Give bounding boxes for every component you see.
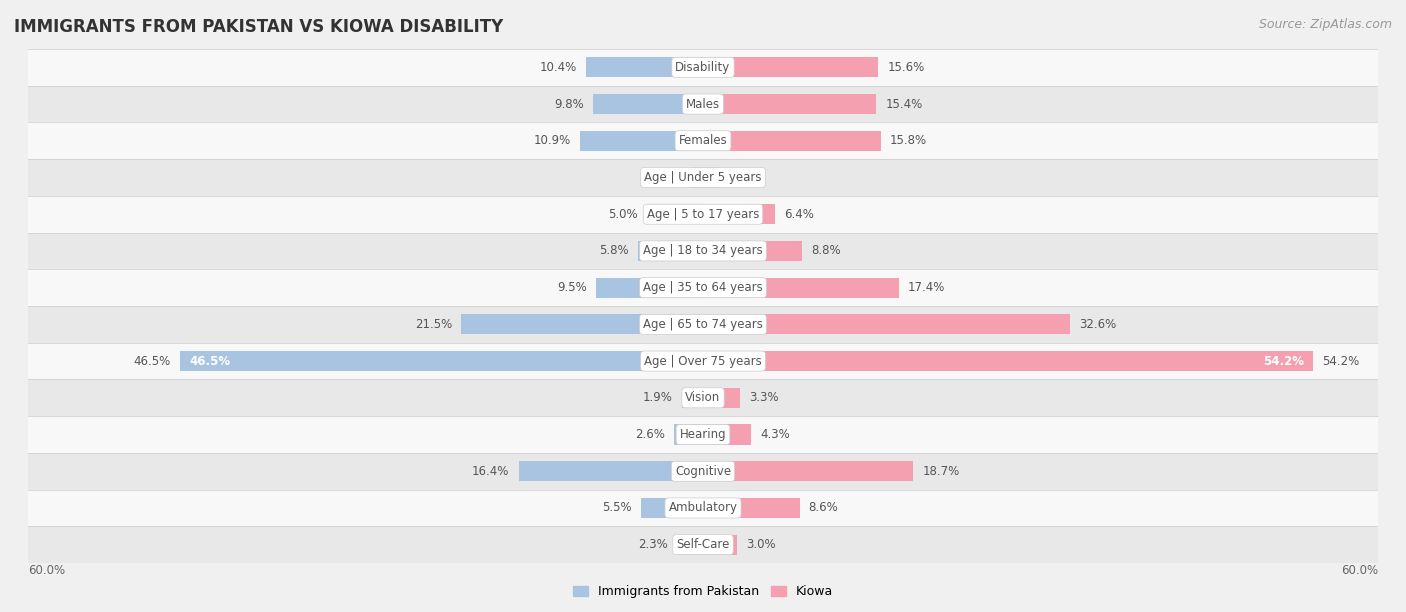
Text: 3.3%: 3.3% — [749, 391, 779, 405]
Bar — [28, 306, 1378, 343]
Bar — [703, 425, 751, 444]
Bar — [28, 490, 1378, 526]
Text: Age | 5 to 17 years: Age | 5 to 17 years — [647, 207, 759, 221]
Bar — [703, 167, 720, 187]
Text: 15.8%: 15.8% — [890, 134, 927, 147]
Text: 2.6%: 2.6% — [636, 428, 665, 441]
Bar — [28, 343, 1378, 379]
Bar — [596, 278, 703, 297]
Bar — [703, 241, 801, 261]
Bar — [28, 122, 1378, 159]
Text: 17.4%: 17.4% — [908, 281, 945, 294]
Bar — [28, 86, 1378, 122]
Text: 18.7%: 18.7% — [922, 465, 959, 478]
Text: IMMIGRANTS FROM PAKISTAN VS KIOWA DISABILITY: IMMIGRANTS FROM PAKISTAN VS KIOWA DISABI… — [14, 18, 503, 36]
Bar — [28, 49, 1378, 86]
Legend: Immigrants from Pakistan, Kiowa: Immigrants from Pakistan, Kiowa — [568, 580, 838, 603]
Text: 1.1%: 1.1% — [652, 171, 682, 184]
Bar — [703, 94, 876, 114]
Bar — [641, 498, 703, 518]
Bar — [28, 233, 1378, 269]
Text: Source: ZipAtlas.com: Source: ZipAtlas.com — [1258, 18, 1392, 31]
Text: Self-Care: Self-Care — [676, 538, 730, 551]
Text: 5.5%: 5.5% — [603, 501, 633, 515]
Text: Males: Males — [686, 97, 720, 111]
Text: 8.6%: 8.6% — [808, 501, 838, 515]
Text: 3.0%: 3.0% — [745, 538, 775, 551]
Bar — [703, 498, 800, 518]
Text: 46.5%: 46.5% — [188, 354, 231, 368]
Text: 16.4%: 16.4% — [472, 465, 509, 478]
Bar — [703, 351, 1313, 371]
Bar — [703, 57, 879, 77]
Text: 1.9%: 1.9% — [643, 391, 672, 405]
Bar — [28, 196, 1378, 233]
Bar — [638, 241, 703, 261]
Bar — [703, 315, 1070, 334]
Bar — [461, 315, 703, 334]
Text: 21.5%: 21.5% — [415, 318, 453, 331]
Text: Females: Females — [679, 134, 727, 147]
Bar — [593, 94, 703, 114]
Text: 60.0%: 60.0% — [28, 564, 65, 577]
Bar — [28, 416, 1378, 453]
Text: 10.4%: 10.4% — [540, 61, 576, 74]
Text: Age | 35 to 64 years: Age | 35 to 64 years — [643, 281, 763, 294]
Bar — [180, 351, 703, 371]
Text: 5.8%: 5.8% — [599, 244, 628, 258]
Text: Age | Under 5 years: Age | Under 5 years — [644, 171, 762, 184]
Bar — [519, 461, 703, 481]
Text: 15.6%: 15.6% — [887, 61, 925, 74]
Text: 4.3%: 4.3% — [761, 428, 790, 441]
Bar — [703, 204, 775, 224]
Text: 54.2%: 54.2% — [1322, 354, 1358, 368]
Text: 8.8%: 8.8% — [811, 244, 841, 258]
Text: 46.5%: 46.5% — [134, 354, 172, 368]
Text: Cognitive: Cognitive — [675, 465, 731, 478]
Bar — [703, 130, 880, 151]
Bar — [673, 425, 703, 444]
Bar — [682, 388, 703, 408]
Text: Vision: Vision — [685, 391, 721, 405]
Bar — [703, 461, 914, 481]
Text: 9.8%: 9.8% — [554, 97, 583, 111]
Text: Disability: Disability — [675, 61, 731, 74]
Text: Ambulatory: Ambulatory — [668, 501, 738, 515]
Text: 9.5%: 9.5% — [557, 281, 588, 294]
Text: 1.5%: 1.5% — [728, 171, 759, 184]
Text: Age | 18 to 34 years: Age | 18 to 34 years — [643, 244, 763, 258]
Text: Age | Over 75 years: Age | Over 75 years — [644, 354, 762, 368]
Text: 60.0%: 60.0% — [1341, 564, 1378, 577]
Text: Hearing: Hearing — [679, 428, 727, 441]
Text: 15.4%: 15.4% — [886, 97, 922, 111]
Text: 2.3%: 2.3% — [638, 538, 668, 551]
Bar — [28, 379, 1378, 416]
Text: 10.9%: 10.9% — [534, 134, 571, 147]
Text: 6.4%: 6.4% — [785, 207, 814, 221]
Bar — [703, 388, 740, 408]
Bar — [678, 535, 703, 555]
Text: 32.6%: 32.6% — [1078, 318, 1116, 331]
Bar — [647, 204, 703, 224]
Text: 5.0%: 5.0% — [609, 207, 638, 221]
Bar — [690, 167, 703, 187]
Bar — [703, 278, 898, 297]
Bar — [703, 535, 737, 555]
Bar — [28, 159, 1378, 196]
Text: 54.2%: 54.2% — [1263, 354, 1303, 368]
Bar — [28, 453, 1378, 490]
Bar — [586, 57, 703, 77]
Bar — [28, 269, 1378, 306]
Bar — [581, 130, 703, 151]
Bar — [28, 526, 1378, 563]
Text: Age | 65 to 74 years: Age | 65 to 74 years — [643, 318, 763, 331]
